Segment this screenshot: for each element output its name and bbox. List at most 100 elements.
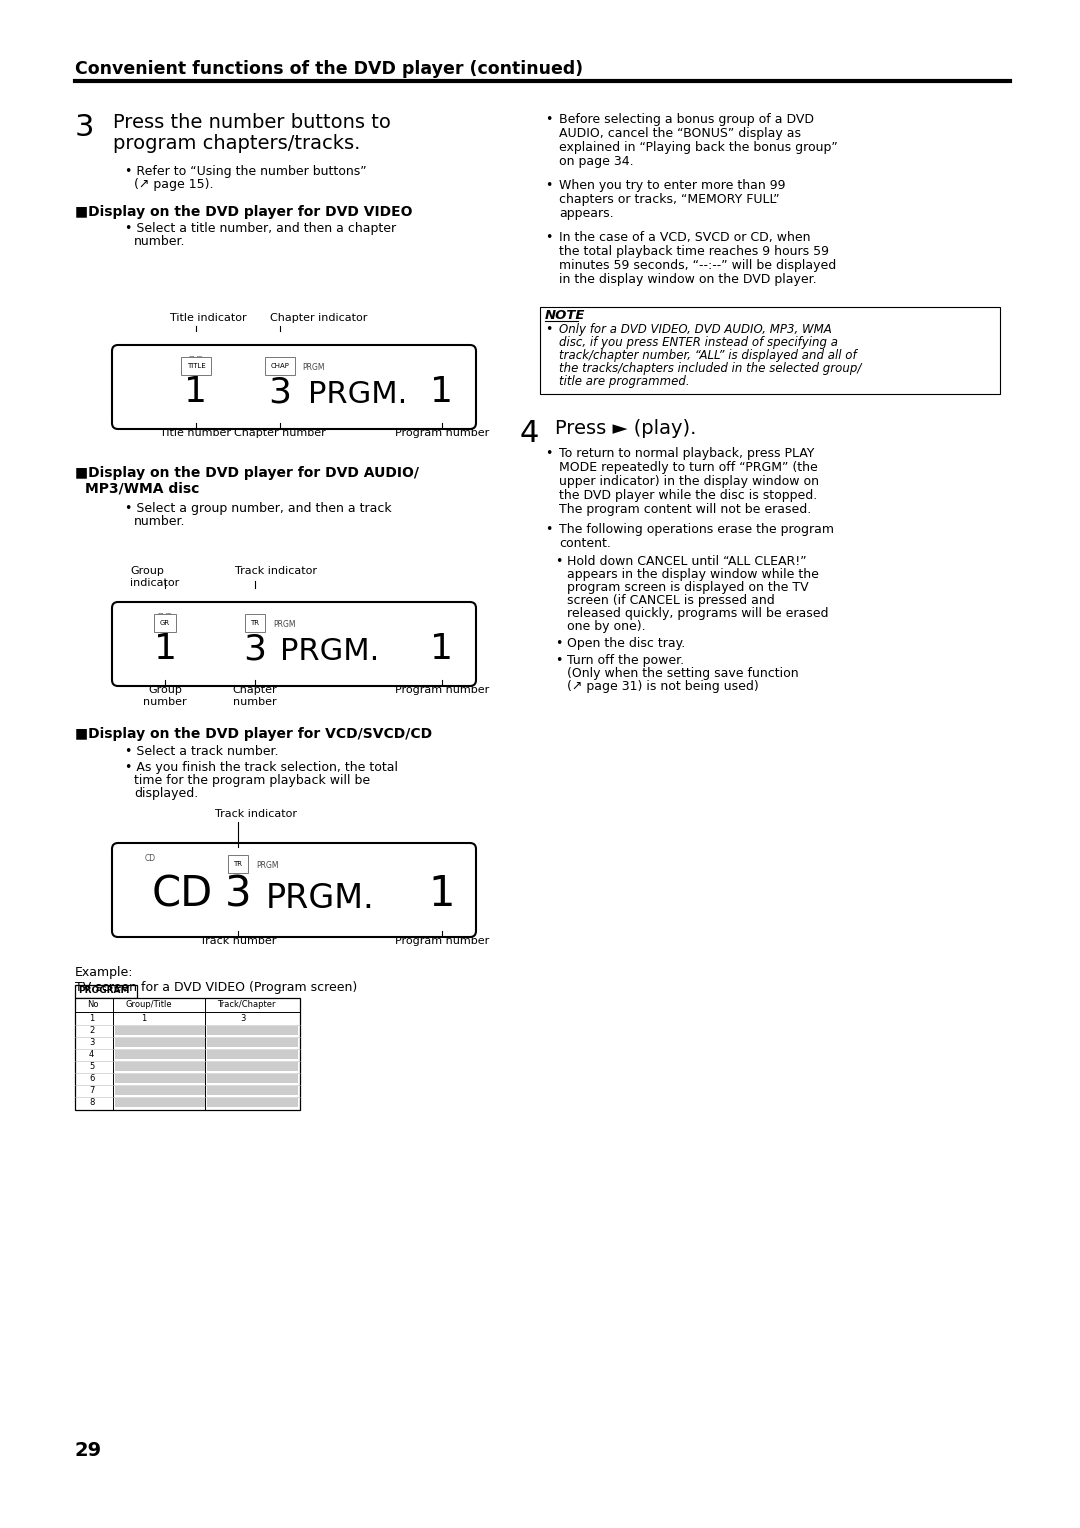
Text: To return to normal playback, press PLAY: To return to normal playback, press PLAY (559, 448, 814, 460)
Text: title are programmed.: title are programmed. (559, 374, 690, 388)
Text: PROGRAM: PROGRAM (78, 986, 130, 995)
Text: Program number: Program number (395, 685, 489, 695)
Text: 3: 3 (89, 1038, 94, 1047)
Text: time for the program playback will be: time for the program playback will be (134, 775, 370, 787)
Text: • Select a track number.: • Select a track number. (125, 746, 279, 758)
Text: (Only when the setting save function: (Only when the setting save function (567, 668, 798, 680)
Text: track/chapter number, “ALL” is displayed and all of: track/chapter number, “ALL” is displayed… (559, 348, 856, 362)
Text: 1: 1 (141, 1015, 146, 1024)
Text: explained in “Playing back the bonus group”: explained in “Playing back the bonus gro… (559, 141, 838, 154)
FancyBboxPatch shape (540, 307, 1000, 394)
Text: CHAP: CHAP (271, 364, 289, 368)
Text: DVD: DVD (158, 613, 173, 619)
Text: appears in the display window while the: appears in the display window while the (567, 568, 819, 581)
Text: displayed.: displayed. (134, 787, 199, 801)
Text: •: • (555, 555, 563, 568)
Text: PRGM.: PRGM. (280, 637, 379, 666)
Text: Chapter indicator: Chapter indicator (270, 313, 367, 322)
Text: 4: 4 (89, 1050, 94, 1059)
Text: Program number: Program number (395, 428, 489, 439)
Text: Program number: Program number (395, 937, 489, 946)
Text: ■Display on the DVD player for DVD VIDEO: ■Display on the DVD player for DVD VIDEO (75, 205, 413, 219)
Bar (114, 1025, 205, 1034)
Text: on page 34.: on page 34. (559, 154, 634, 168)
Text: NOTE: NOTE (545, 309, 585, 322)
Text: PRGM: PRGM (273, 620, 296, 630)
Text: Convenient functions of the DVD player (continued): Convenient functions of the DVD player (… (75, 60, 583, 78)
Bar (207, 1038, 298, 1047)
Text: 8: 8 (89, 1099, 94, 1106)
Text: Chapter
number: Chapter number (232, 685, 278, 706)
Text: No: No (87, 999, 98, 1008)
Text: Hold down CANCEL until “ALL CLEAR!”: Hold down CANCEL until “ALL CLEAR!” (567, 555, 807, 568)
Text: number.: number. (134, 235, 186, 248)
Text: 3: 3 (243, 633, 267, 666)
Bar (207, 1050, 298, 1059)
Text: CD: CD (145, 854, 156, 863)
Text: Track number: Track number (200, 937, 276, 946)
Text: 1: 1 (89, 1015, 94, 1024)
Text: Before selecting a bonus group of a DVD: Before selecting a bonus group of a DVD (559, 113, 814, 125)
Text: screen (if CANCEL is pressed and: screen (if CANCEL is pressed and (567, 594, 774, 607)
Text: •: • (545, 523, 552, 536)
Text: program chapters/tracks.: program chapters/tracks. (113, 134, 361, 153)
Bar (114, 1038, 205, 1047)
Text: Open the disc tray.: Open the disc tray. (567, 637, 685, 649)
Text: TITLE: TITLE (187, 364, 205, 368)
Text: PRGM.: PRGM. (308, 380, 407, 410)
Bar (207, 1062, 298, 1071)
Text: •: • (545, 231, 552, 244)
FancyBboxPatch shape (75, 986, 137, 998)
Text: appears.: appears. (559, 206, 613, 220)
FancyBboxPatch shape (112, 345, 476, 429)
Text: the total playback time reaches 9 hours 59: the total playback time reaches 9 hours … (559, 244, 829, 258)
Text: 1: 1 (431, 374, 454, 410)
Text: ■Display on the DVD player for DVD AUDIO/: ■Display on the DVD player for DVD AUDIO… (75, 466, 419, 480)
Text: •: • (555, 654, 563, 668)
Text: TV screen for a DVD VIDEO (Program screen): TV screen for a DVD VIDEO (Program scree… (75, 981, 357, 995)
Text: 4: 4 (519, 419, 539, 448)
Text: Only for a DVD VIDEO, DVD AUDIO, MP3, WMA: Only for a DVD VIDEO, DVD AUDIO, MP3, WM… (559, 322, 832, 336)
Bar (207, 1099, 298, 1106)
Text: released quickly, programs will be erased: released quickly, programs will be erase… (567, 607, 828, 620)
FancyBboxPatch shape (112, 602, 476, 686)
Text: PRGM: PRGM (256, 860, 279, 869)
Text: chapters or tracks, “MEMORY FULL”: chapters or tracks, “MEMORY FULL” (559, 193, 780, 206)
Text: 29: 29 (75, 1441, 103, 1459)
Bar (207, 1025, 298, 1034)
Text: PRGM: PRGM (302, 364, 324, 371)
Text: Chapter number: Chapter number (234, 428, 326, 439)
FancyBboxPatch shape (112, 843, 476, 937)
Text: When you try to enter more than 99: When you try to enter more than 99 (559, 179, 785, 193)
Text: one by one).: one by one). (567, 620, 646, 633)
Text: 1: 1 (153, 633, 176, 666)
Text: program screen is displayed on the TV: program screen is displayed on the TV (567, 581, 809, 594)
Text: 5: 5 (89, 1062, 94, 1071)
Text: 6: 6 (89, 1074, 94, 1083)
Text: Press the number buttons to: Press the number buttons to (113, 113, 391, 131)
Text: DVD: DVD (188, 356, 203, 362)
Text: number.: number. (134, 515, 186, 529)
Bar (207, 1086, 298, 1096)
Text: MODE repeatedly to turn off “PRGM” (the: MODE repeatedly to turn off “PRGM” (the (559, 461, 818, 474)
Text: Group/Title: Group/Title (125, 999, 172, 1008)
Text: 7: 7 (89, 1086, 94, 1096)
Text: Title indicator: Title indicator (170, 313, 246, 322)
Text: •: • (545, 448, 552, 460)
Text: Group
number: Group number (144, 685, 187, 706)
Text: • Select a group number, and then a track: • Select a group number, and then a trac… (125, 503, 392, 515)
Text: •: • (555, 637, 563, 649)
Text: the tracks/chapters included in the selected group/: the tracks/chapters included in the sele… (559, 362, 862, 374)
Text: Group
indicator: Group indicator (130, 565, 179, 588)
Text: the DVD player while the disc is stopped.: the DVD player while the disc is stopped… (559, 489, 818, 503)
Text: 3: 3 (240, 1015, 245, 1024)
Text: AUDIO, cancel the “BONUS” display as: AUDIO, cancel the “BONUS” display as (559, 127, 801, 141)
Bar (114, 1050, 205, 1059)
Bar (207, 1074, 298, 1083)
Text: GR: GR (160, 620, 170, 626)
Text: •: • (545, 179, 552, 193)
Text: Track indicator: Track indicator (215, 808, 297, 819)
Text: • Refer to “Using the number buttons”: • Refer to “Using the number buttons” (125, 165, 366, 177)
Text: upper indicator) in the display window on: upper indicator) in the display window o… (559, 475, 819, 487)
Text: Track/Chapter: Track/Chapter (217, 999, 275, 1008)
